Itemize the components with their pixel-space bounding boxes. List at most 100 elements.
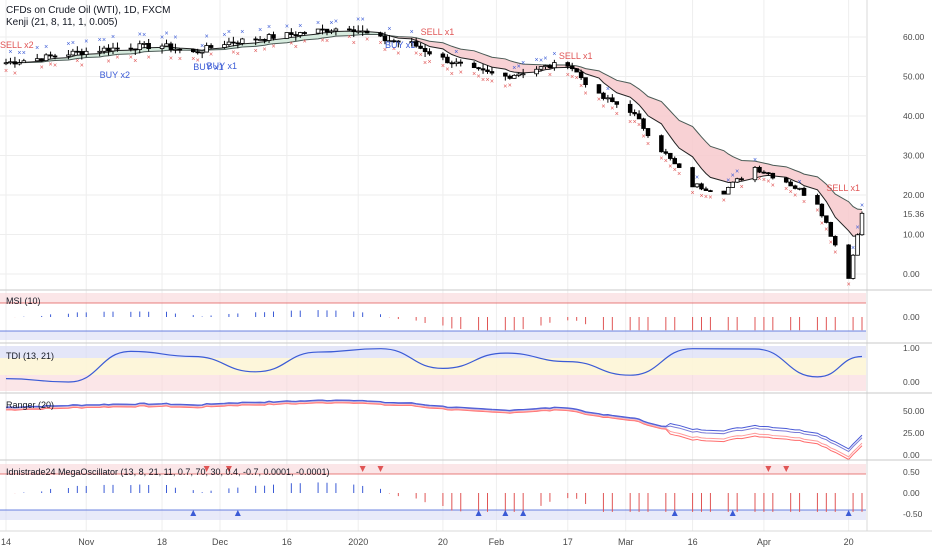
candle-body — [699, 183, 704, 190]
buy-marker: × — [410, 29, 414, 36]
candle-body — [355, 30, 361, 33]
osc-buy-triangle — [845, 510, 852, 516]
sell-marker: × — [597, 97, 601, 104]
time-tick-label: Nov — [78, 537, 95, 547]
candle-body — [734, 178, 740, 183]
candle-body — [641, 118, 646, 129]
sell-marker: × — [762, 177, 766, 184]
candle-body — [846, 244, 851, 279]
candle-body — [133, 48, 138, 51]
buy-signal-label: BUY x2 — [100, 70, 130, 80]
candle-body — [231, 41, 236, 44]
sell-marker: × — [646, 141, 650, 148]
buy-marker: × — [539, 57, 543, 64]
candle-body — [21, 60, 27, 64]
buy-marker: × — [227, 29, 231, 36]
candle-body — [574, 68, 579, 73]
candle-body — [222, 44, 227, 48]
buy-marker: × — [606, 86, 610, 93]
buy-marker: × — [316, 20, 320, 27]
candle-body — [164, 43, 169, 47]
oscillator-panel[interactable] — [0, 464, 866, 520]
candle-body — [824, 215, 829, 223]
candle-body — [859, 212, 865, 236]
time-axis[interactable]: 14 Nov 18 Dec 16 2020 20 Feb 17 Mar 16 Apr 20 — [1, 537, 854, 547]
candle-body — [690, 167, 695, 188]
sell-marker: × — [633, 119, 637, 126]
candle-body — [770, 172, 776, 179]
candle-body — [427, 51, 432, 55]
candle-body — [39, 58, 44, 62]
time-tick-label: Dec — [212, 537, 229, 547]
time-tick-label: 18 — [157, 537, 167, 547]
sell-marker: × — [601, 103, 605, 110]
sell-marker: × — [691, 190, 695, 197]
price-tick-label: 50.00 — [903, 72, 925, 82]
sell-marker: × — [784, 186, 788, 193]
sell-marker: × — [704, 194, 708, 201]
tdi-mid-band — [0, 358, 866, 375]
candle-body — [855, 234, 860, 256]
buy-marker: × — [798, 179, 802, 186]
tdi-tick-label: 0.00 — [903, 377, 920, 387]
buy-marker: × — [517, 63, 521, 70]
candle-body — [543, 65, 548, 68]
msi-panel[interactable] — [0, 293, 866, 340]
tdi-panel[interactable] — [0, 346, 866, 391]
buy-marker: × — [361, 16, 365, 23]
candle-body — [168, 43, 174, 51]
ranger-panel[interactable] — [5, 399, 863, 461]
sell-marker: × — [575, 75, 579, 82]
candle-body — [672, 158, 677, 165]
candle-body — [485, 69, 490, 72]
sell-marker: × — [445, 66, 449, 73]
sell-marker: × — [49, 61, 53, 68]
buy-marker: × — [173, 35, 177, 42]
sell-marker: × — [637, 122, 641, 129]
candle-body — [351, 29, 356, 33]
candle-body — [195, 51, 200, 54]
sell-marker: × — [231, 49, 235, 56]
candle-body — [828, 222, 834, 237]
buy-marker: × — [102, 37, 106, 44]
candle-body — [177, 48, 183, 51]
buy-marker: × — [731, 172, 735, 179]
candles[interactable] — [3, 24, 865, 280]
candle-body — [191, 49, 196, 53]
candle-body — [708, 190, 713, 192]
sell-marker: × — [169, 55, 173, 62]
sell-marker: × — [789, 189, 793, 196]
buy-marker: × — [8, 49, 12, 56]
sell-signal-label: SELL x1 — [826, 183, 860, 193]
candle-body — [489, 71, 495, 74]
sell-marker: × — [115, 55, 119, 62]
oscillator-label: Idnistrade24 MegaOscillator (13, 8, 21, … — [6, 467, 330, 477]
candle-body — [52, 55, 58, 58]
buy-marker: × — [860, 202, 864, 209]
candle-body — [627, 103, 633, 113]
price-tick-label: 60.00 — [903, 32, 925, 42]
price-tick-label: 10.00 — [903, 230, 925, 240]
buy-marker: × — [164, 31, 168, 38]
sell-marker: × — [793, 192, 797, 199]
kenji-cloud-bull — [23, 31, 390, 63]
osc-buy-triangle — [729, 510, 736, 516]
candle-body — [449, 62, 455, 65]
candle-body — [141, 42, 147, 45]
price-tick-label: 20.00 — [903, 190, 925, 200]
candle-body — [516, 73, 521, 76]
osc-buy-triangle — [234, 510, 241, 516]
buy-marker: × — [17, 50, 21, 57]
price-axis[interactable]: 60.00 50.00 40.00 30.00 20.00 10.00 0.00 0.00 1.… — [903, 32, 925, 519]
osc-buy-triangle — [475, 510, 482, 516]
candle-body — [17, 62, 22, 65]
buy-marker: × — [753, 157, 757, 164]
candle-body — [320, 28, 325, 31]
candle-body — [761, 171, 767, 174]
sell-marker: × — [659, 156, 663, 163]
sell-marker: × — [584, 91, 588, 98]
candle-body — [137, 43, 142, 50]
buy-signal-label: BUY x1 — [207, 61, 237, 71]
candle-body — [610, 97, 615, 103]
